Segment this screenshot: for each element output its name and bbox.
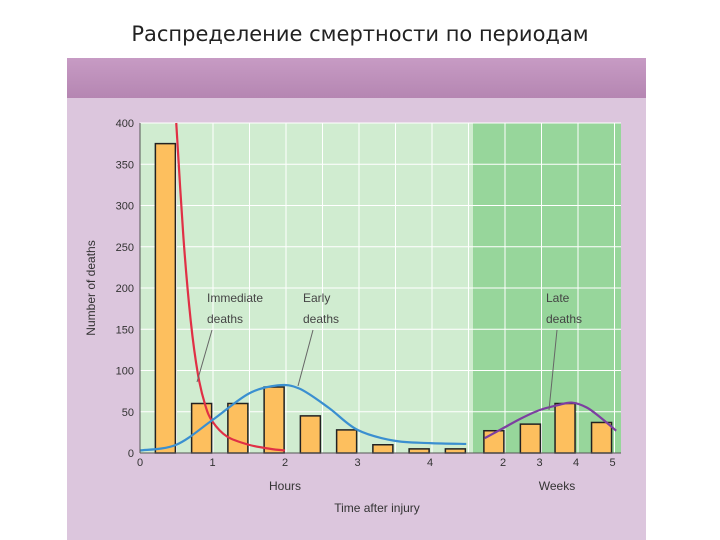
y-tick-label: 300 bbox=[116, 201, 134, 213]
annotation-early-line2: deaths bbox=[303, 312, 339, 326]
curve-immediate-deaths bbox=[175, 122, 286, 452]
annotation-immediate-line2: deaths bbox=[207, 312, 243, 326]
bar-weeks-1 bbox=[519, 423, 542, 454]
y-axis-label: Number of deaths bbox=[84, 240, 98, 335]
curve-late-deaths bbox=[484, 401, 617, 440]
y-tick-label: 200 bbox=[116, 283, 134, 295]
annotation-late-pointer bbox=[548, 329, 558, 411]
annotation-early-line1: Early bbox=[303, 291, 330, 305]
slide-title: Распределение смертности по периодам bbox=[131, 22, 589, 46]
bar-hours-3 bbox=[263, 386, 285, 454]
bar-hours-0 bbox=[154, 142, 177, 454]
annotation-late-line1: Late bbox=[546, 291, 570, 305]
bars-group bbox=[154, 142, 613, 454]
y-tick-label: 150 bbox=[116, 324, 134, 336]
bar-hours-4 bbox=[299, 415, 322, 454]
weeks-axis-label: Weeks bbox=[539, 479, 575, 493]
y-tick-label: 350 bbox=[116, 159, 134, 171]
panel-header-band bbox=[67, 58, 646, 98]
hours-tick-label: 3 bbox=[354, 457, 360, 469]
bar-weeks-3 bbox=[590, 421, 613, 454]
hours-tick-label: 4 bbox=[427, 457, 433, 469]
weeks-tick-label: 3 bbox=[536, 457, 542, 469]
bar-hours-6 bbox=[372, 444, 394, 454]
grid-lines bbox=[140, 122, 621, 454]
hours-tick-label: 1 bbox=[209, 457, 215, 469]
bar-hours-2 bbox=[227, 402, 249, 454]
annotation-early-pointer bbox=[297, 329, 314, 387]
y-tick-label: 50 bbox=[122, 407, 134, 419]
x-axis-label: Time after injury bbox=[334, 501, 420, 515]
bar-weeks-2 bbox=[554, 402, 576, 454]
annotation-immediate-line1: Immediate bbox=[207, 291, 263, 305]
x-tick-labels: 0 1 2 3 4 2 3 4 5 bbox=[137, 457, 616, 469]
y-tick-label: 100 bbox=[116, 366, 134, 378]
hours-tick-label: 2 bbox=[282, 457, 288, 469]
hours-tick-label: 0 bbox=[137, 457, 143, 469]
weeks-tick-label: 2 bbox=[500, 457, 506, 469]
annotation-immediate-pointer bbox=[196, 329, 213, 383]
weeks-tick-label: 4 bbox=[573, 457, 579, 469]
bar-hours-7 bbox=[408, 448, 430, 454]
bar-hours-5 bbox=[335, 429, 358, 454]
curve-early-deaths bbox=[139, 383, 467, 452]
y-tick-label: 400 bbox=[116, 118, 134, 130]
y-tick-label: 0 bbox=[128, 448, 134, 460]
y-tick-label: 250 bbox=[116, 242, 134, 254]
bar-hours-8 bbox=[444, 448, 467, 454]
curves-group bbox=[139, 122, 617, 452]
weeks-tick-label: 5 bbox=[609, 457, 615, 469]
y-tick-labels: 400 350 300 250 200 150 100 50 0 bbox=[116, 118, 134, 460]
hours-axis-label: Hours bbox=[269, 479, 301, 493]
annotation-late-line2: deaths bbox=[546, 312, 582, 326]
